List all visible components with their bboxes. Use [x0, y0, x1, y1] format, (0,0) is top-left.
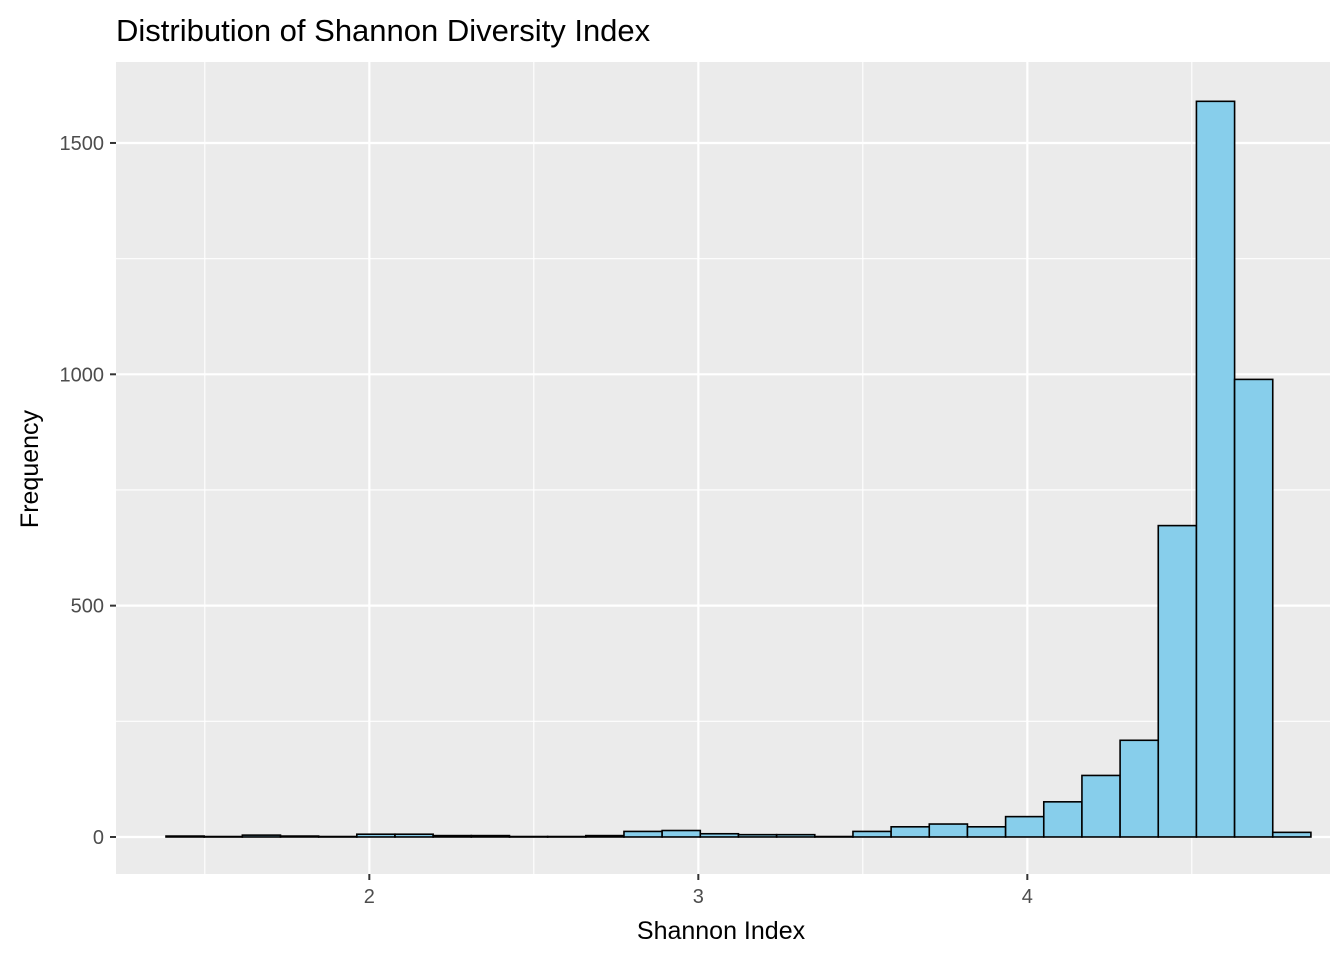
- y-axis-title: Frequency: [16, 409, 44, 528]
- y-axis-ticks: 0 500 1000 1500: [60, 133, 116, 849]
- histogram-bar: [1042, 801, 1083, 838]
- y-tick-label: 0: [93, 827, 104, 849]
- histogram-bar: [928, 823, 969, 838]
- histogram-bar: [317, 835, 358, 838]
- histogram-bar: [661, 829, 702, 838]
- histogram-bar: [241, 834, 282, 838]
- plot-panel: [116, 62, 1330, 874]
- histogram-bar: [699, 832, 740, 838]
- histogram-bar: [165, 835, 205, 838]
- histogram-bar: [852, 830, 892, 838]
- histogram-bar: [966, 826, 1007, 838]
- histogram-bars: [165, 100, 1312, 838]
- histogram-bar: [1004, 815, 1045, 838]
- histogram-bar: [1233, 378, 1274, 838]
- histogram-bar: [1195, 100, 1236, 838]
- histogram-bar: [813, 835, 854, 838]
- histogram-bar: [279, 835, 320, 838]
- y-tick-label: 1000: [60, 364, 105, 386]
- histogram-bar: [1081, 774, 1121, 838]
- x-axis-title: Shannon Index: [637, 917, 806, 945]
- histogram-bar: [356, 833, 396, 838]
- histogram-bar: [470, 834, 511, 838]
- x-tick-label: 4: [1022, 886, 1033, 908]
- histogram-bar: [737, 833, 778, 838]
- histogram-bar: [203, 835, 244, 838]
- x-tick-label: 2: [364, 886, 375, 908]
- histogram-bar: [623, 830, 663, 838]
- histogram-bar: [1119, 739, 1160, 838]
- histogram-bar: [775, 833, 816, 838]
- histogram-bar: [508, 835, 549, 838]
- histogram-bar: [890, 826, 931, 838]
- histogram-bar: [1157, 524, 1198, 838]
- x-tick-label: 3: [693, 886, 704, 908]
- histogram-bar: [1271, 831, 1312, 838]
- y-tick-label: 1500: [60, 133, 105, 155]
- histogram-bar: [546, 835, 587, 838]
- histogram-bar: [585, 834, 625, 838]
- y-tick-label: 500: [71, 596, 104, 618]
- x-axis-ticks: 2 3 4: [364, 874, 1033, 908]
- chart-title: Distribution of Shannon Diversity Index: [116, 13, 651, 48]
- histogram-bar: [394, 833, 434, 838]
- histogram-bar: [432, 834, 473, 838]
